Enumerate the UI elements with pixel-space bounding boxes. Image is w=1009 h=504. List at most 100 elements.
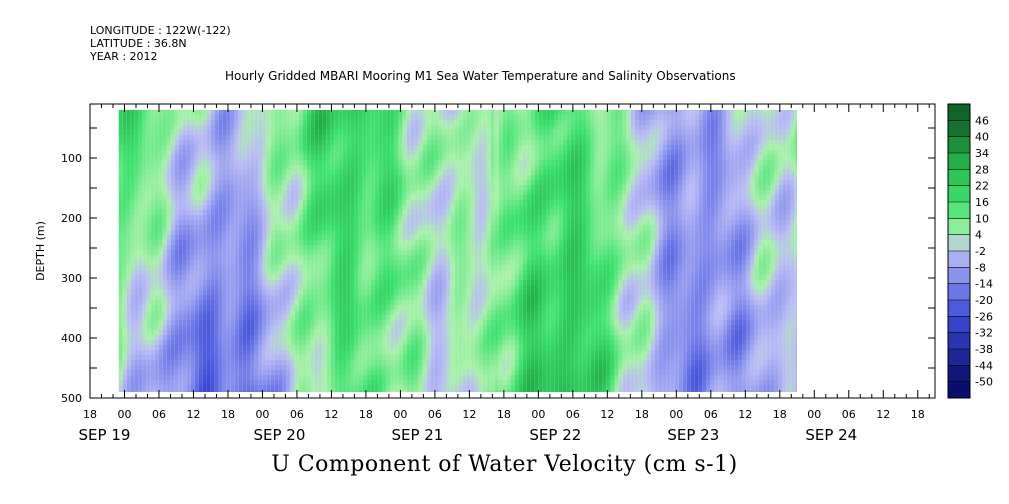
heatmap-cell (154, 185, 159, 190)
heatmap-cell (226, 120, 231, 125)
heatmap-cell (306, 235, 311, 240)
heatmap-cell (350, 250, 355, 255)
heatmap-cell (258, 240, 263, 245)
heatmap-cell (158, 280, 163, 285)
heatmap-cell (370, 380, 375, 385)
heatmap-cell (138, 235, 143, 240)
heatmap-cell (158, 195, 163, 200)
heatmap-cell (198, 175, 203, 180)
heatmap-cell (402, 130, 407, 135)
heatmap-cell (458, 305, 463, 310)
heatmap-cell (386, 285, 391, 290)
heatmap-cell (266, 180, 271, 185)
heatmap-cell (230, 320, 235, 325)
heatmap-cell (398, 120, 403, 125)
heatmap-cell (286, 110, 291, 115)
heatmap-cell (258, 380, 263, 385)
heatmap-cell (182, 335, 187, 340)
heatmap-cell (422, 250, 427, 255)
heatmap-cell (182, 255, 187, 260)
heatmap-cell (322, 215, 327, 220)
heatmap-cell (398, 255, 403, 260)
heatmap-cell (194, 270, 199, 275)
heatmap-cell (430, 290, 435, 295)
heatmap-cell (182, 340, 187, 345)
heatmap-cell (378, 360, 383, 365)
heatmap-cell (134, 240, 139, 245)
heatmap-cell (290, 220, 295, 225)
heatmap-cell (254, 265, 259, 270)
heatmap-cell (402, 335, 407, 340)
heatmap-cell (274, 205, 279, 210)
heatmap-cell (406, 365, 411, 370)
heatmap-cell (214, 125, 219, 130)
heatmap-cell (414, 150, 419, 155)
heatmap-cell (430, 245, 435, 250)
heatmap-cell (326, 225, 331, 230)
heatmap-cell (290, 240, 295, 245)
heatmap-cell (170, 205, 175, 210)
heatmap-cell (158, 260, 163, 265)
heatmap-cell (222, 205, 227, 210)
heatmap-cell (382, 125, 387, 130)
heatmap-cell (182, 355, 187, 360)
heatmap-cell (142, 125, 147, 130)
heatmap-cell (338, 315, 343, 320)
heatmap-cell (322, 130, 327, 135)
heatmap-cell (446, 115, 451, 120)
heatmap-cell (414, 285, 419, 290)
heatmap-cell (250, 170, 255, 175)
heatmap-cell (246, 210, 251, 215)
heatmap-cell (134, 270, 139, 275)
heatmap-cell (158, 155, 163, 160)
heatmap-cell (250, 345, 255, 350)
heatmap-cell (190, 330, 195, 335)
heatmap-cell (362, 295, 367, 300)
heatmap-cell (250, 330, 255, 335)
heatmap-cell (326, 335, 331, 340)
heatmap-cell (234, 130, 239, 135)
heatmap-cell (350, 190, 355, 195)
heatmap-cell (210, 365, 215, 370)
heatmap-cell (450, 200, 455, 205)
heatmap-cell (382, 175, 387, 180)
heatmap-cell (350, 275, 355, 280)
heatmap-cell (234, 235, 239, 240)
heatmap-cell (226, 200, 231, 205)
heatmap-cell (238, 170, 243, 175)
heatmap-cell (122, 130, 127, 135)
heatmap-cell (450, 315, 455, 320)
heatmap-cell (318, 190, 323, 195)
heatmap-cell (334, 375, 339, 380)
heatmap-cell (282, 245, 287, 250)
heatmap-cell (462, 150, 467, 155)
heatmap-cell (334, 265, 339, 270)
heatmap-cell (286, 130, 291, 135)
heatmap-cell (326, 230, 331, 235)
heatmap-cell (326, 370, 331, 375)
heatmap-cell (190, 390, 195, 392)
heatmap-cell (182, 345, 187, 350)
heatmap-cell (162, 375, 167, 380)
heatmap-cell (354, 335, 359, 340)
heatmap-cell (438, 330, 443, 335)
heatmap-cell (318, 135, 323, 140)
heatmap-cell (430, 375, 435, 380)
heatmap-cell (198, 330, 203, 335)
heatmap-cell (262, 180, 267, 185)
heatmap-cell (118, 310, 123, 315)
heatmap-cell (122, 230, 127, 235)
heatmap-cell (226, 385, 231, 390)
heatmap-cell (350, 355, 355, 360)
heatmap-cell (366, 275, 371, 280)
heatmap-cell (138, 110, 143, 115)
heatmap-cell (422, 325, 427, 330)
heatmap-cell (246, 390, 251, 392)
heatmap-cell (402, 215, 407, 220)
heatmap-cell (142, 140, 147, 145)
heatmap-cell (310, 125, 315, 130)
heatmap-cell (134, 250, 139, 255)
heatmap-cell (238, 205, 243, 210)
heatmap-cell (442, 155, 447, 160)
heatmap-cell (342, 295, 347, 300)
